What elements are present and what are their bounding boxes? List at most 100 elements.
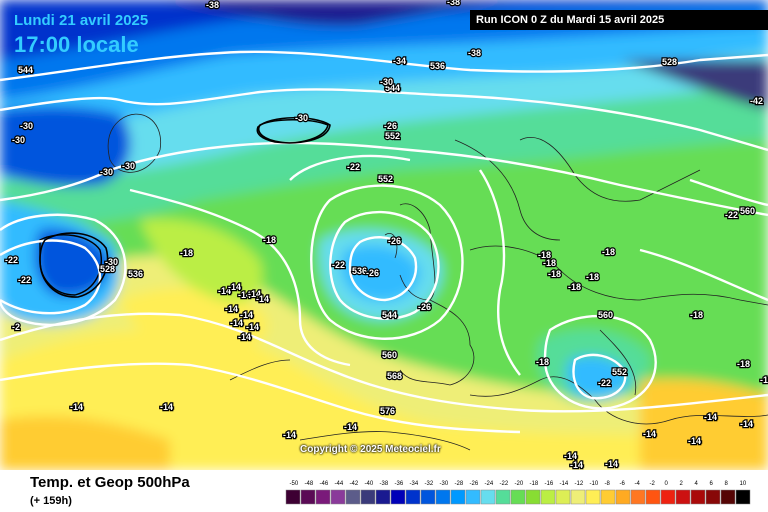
temperature-label: -14 — [218, 286, 231, 296]
legend-swatch — [585, 489, 601, 505]
temperature-label: -18 — [690, 310, 703, 320]
legend-tick-label: -40 — [365, 481, 374, 487]
legend-tick-label: -16 — [545, 481, 554, 487]
copyright: Copyright © 2025 Meteociel.fr — [300, 444, 441, 455]
geopotential-label: 568 — [387, 371, 402, 381]
temperature-label: -14 — [704, 412, 717, 422]
legend-swatch — [375, 489, 391, 505]
temperature-label: -18 — [538, 250, 551, 260]
legend-swatch — [660, 489, 676, 505]
legend-tick-label: -44 — [335, 481, 344, 487]
temperature-label: -30 — [105, 257, 118, 267]
temperature-label: -30 — [295, 113, 308, 123]
geopotential-label: 528 — [662, 57, 677, 67]
temperature-label: -26 — [388, 236, 401, 246]
legend-swatch — [315, 489, 331, 505]
geopotential-labels: 544 536 528 544 552 552 560 536 544 560 560 568 576 5… — [17, 56, 757, 418]
temperature-label: -14 — [740, 419, 753, 429]
legend-tick-label: -22 — [500, 481, 509, 487]
temperature-label: -14 — [344, 422, 357, 432]
temperature-label: -2 — [12, 322, 20, 332]
geopotential-label: 544 — [382, 310, 397, 320]
legend-swatch — [705, 489, 721, 505]
temperature-label: -14 — [238, 290, 251, 300]
temperature-label: -18 — [586, 272, 599, 282]
legend-swatch — [510, 489, 526, 505]
legend-swatch — [420, 489, 436, 505]
temperature-label: -22 — [725, 210, 738, 220]
temperature-label: -14 — [688, 436, 701, 446]
legend-swatch — [540, 489, 556, 505]
legend-swatch — [525, 489, 541, 505]
legend-tick-label: 8 — [725, 481, 729, 487]
temperature-label: -18 — [263, 235, 276, 245]
geopotential-label: 536 — [430, 61, 445, 71]
temperature-label: -22 — [5, 255, 18, 265]
temperature-label: -18 — [568, 282, 581, 292]
legend-swatch — [480, 489, 496, 505]
geopotential-label: 560 — [598, 310, 613, 320]
temperature-label: -38 — [468, 48, 481, 58]
temperature-label: -22 — [18, 275, 31, 285]
geopotential-label: 560 — [740, 206, 755, 216]
legend-tick-label: -32 — [425, 481, 434, 487]
geopotential-label: 560 — [382, 350, 397, 360]
geopotential-label: 576 — [380, 406, 395, 416]
temperature-label: -14 — [248, 289, 261, 299]
temperature-label: -38 — [206, 0, 219, 10]
footer: Temp. et Geop 500hPa (+ 159h) -50 -48 -46-… — [0, 470, 768, 512]
legend-swatch — [615, 489, 631, 505]
legend-tick-label: -10 — [590, 481, 599, 487]
temperature-label: -14 — [228, 282, 241, 292]
legend-tick-label: -26 — [470, 481, 479, 487]
legend-tick-label: -4 — [635, 481, 641, 487]
temperature-label: -18 — [548, 269, 561, 279]
legend-swatch — [435, 489, 451, 505]
map-canvas: 544 536 528 544 552 552 560 536 544 560 560 568 576 5… — [0, 0, 768, 470]
lead-time: (+ 159h) — [30, 495, 72, 507]
color-legend: -50 -48 -46 -44 -42 -40 -38 -36 -34 -32 -30 -28 -26-… — [285, 481, 751, 505]
temperature-label: -14 — [70, 402, 83, 412]
temperature-label: -26 — [366, 268, 379, 278]
legend-tick-label: -48 — [305, 481, 314, 487]
temperature-label: -30 — [122, 161, 135, 171]
legend-swatch — [720, 489, 736, 505]
temperature-label: -14 — [160, 402, 173, 412]
legend-swatch — [450, 489, 466, 505]
legend-tick-label: -14 — [560, 481, 569, 487]
legend-swatch — [330, 489, 346, 505]
temperature-label: -22 — [598, 378, 611, 388]
legend-swatch — [600, 489, 616, 505]
legend-swatch — [690, 489, 706, 505]
legend-swatch — [285, 489, 301, 505]
legend-swatch — [300, 489, 316, 505]
legend-tick-label: -12 — [575, 481, 584, 487]
temperature-label: -22 — [347, 162, 360, 172]
temperature-label: -14 — [238, 332, 251, 342]
geopotential-label: 544 — [385, 83, 400, 93]
valid-date: Lundi 21 avril 2025 — [14, 12, 149, 29]
valid-time: 17:00 locale — [14, 32, 139, 57]
temperature-label: -18 — [602, 247, 615, 257]
temperature-label: -14 — [570, 460, 583, 470]
geopotential-label: 552 — [612, 367, 627, 377]
temperature-label: -34 — [393, 56, 406, 66]
legend-tick-label: -24 — [485, 481, 494, 487]
legend-swatch — [465, 489, 481, 505]
geopotential-label: 528 — [100, 264, 115, 274]
run-info: Run ICON 0 Z du Mardi 15 avril 2025 — [470, 10, 768, 30]
temperature-labels: -38 -38-34-38-42-30-30-26-30-30-30-30 -22-… — [4, 0, 768, 470]
chart-title: Temp. et Geop 500hPa — [30, 474, 190, 491]
temperature-label: -14 — [256, 294, 269, 304]
legend-swatch — [570, 489, 586, 505]
temperature-label: -38 — [447, 0, 460, 7]
legend-swatch — [645, 489, 661, 505]
temperature-label: -22 — [332, 260, 345, 270]
legend-tick-label: -18 — [530, 481, 539, 487]
legend-tick-label: 4 — [695, 481, 699, 487]
temperature-label: -18 — [760, 375, 768, 385]
legend-tick-label: -2 — [650, 481, 656, 487]
geopotential-label: 544 — [18, 65, 33, 75]
temperature-label: -14 — [246, 322, 259, 332]
temperature-label: -30 — [20, 121, 33, 131]
